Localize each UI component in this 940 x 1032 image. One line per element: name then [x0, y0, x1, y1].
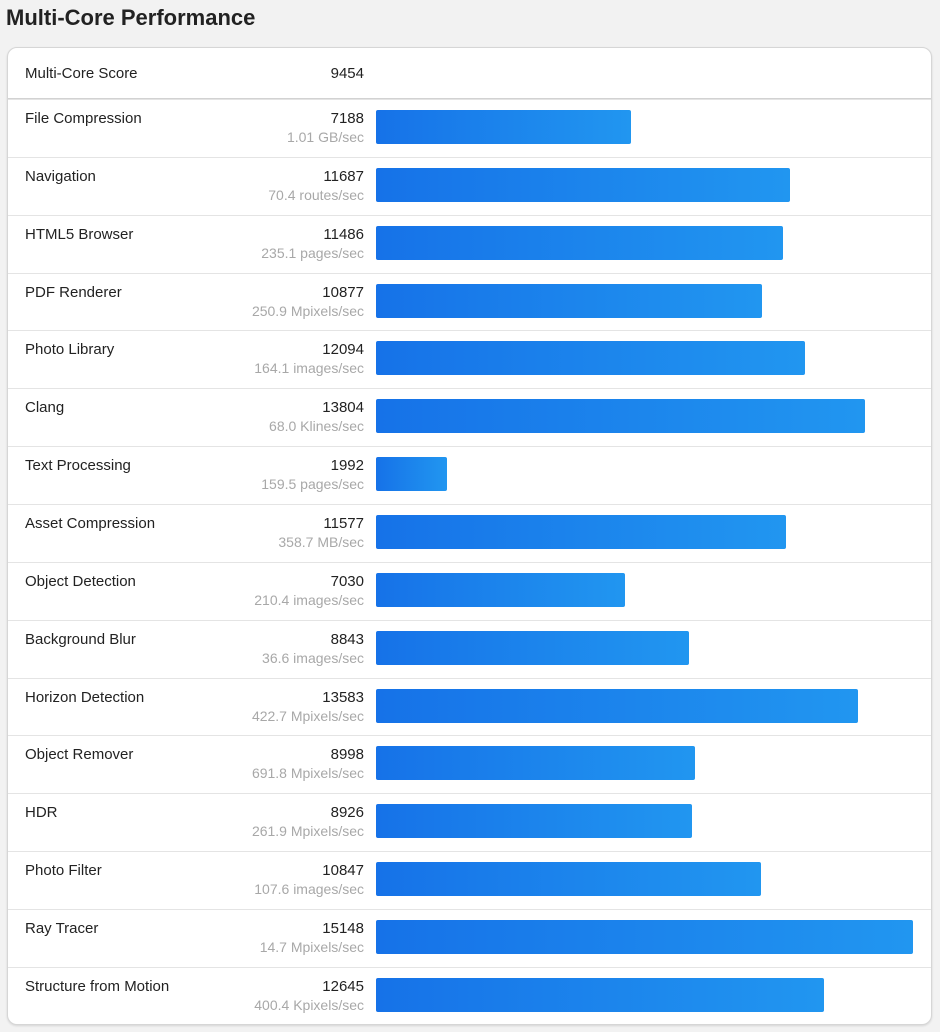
- benchmark-name: Photo Library: [25, 341, 115, 359]
- score-bar: [376, 630, 690, 665]
- benchmark-name: Object Detection: [25, 572, 136, 590]
- benchmark-row: File Compression 7188 1.01 GB/sec: [8, 99, 931, 157]
- benchmark-row: Horizon Detection 13583 422.7 Mpixels/sec: [8, 677, 931, 736]
- results-card: Multi-Core Score 9454 File Compression 71…: [7, 47, 932, 1025]
- score-bar: [376, 688, 858, 723]
- benchmark-rate: 164.1 images/sec: [254, 360, 364, 377]
- benchmark-score: 8843: [330, 630, 364, 648]
- score-bar: [376, 862, 761, 897]
- benchmark-score: 7188: [330, 110, 364, 127]
- benchmark-rate: 261.9 Mpixels/sec: [251, 823, 364, 840]
- score-bar: [376, 167, 791, 202]
- score-bar: [376, 399, 866, 434]
- benchmark-row: HTML5 Browser 11486 235.1 pages/sec: [8, 214, 931, 273]
- page-title: Multi-Core Performance: [6, 5, 256, 30]
- benchmark-score: 12094: [322, 341, 364, 359]
- benchmark-name: Text Processing: [25, 457, 131, 475]
- benchmark-rate: 107.6 images/sec: [254, 881, 364, 898]
- benchmark-row: Ray Tracer 15148 14.7 Mpixels/sec: [8, 908, 931, 967]
- benchmark-name: Background Blur: [25, 630, 136, 648]
- score-bar: [376, 977, 825, 1012]
- benchmark-row: HDR 8926 261.9 Mpixels/sec: [8, 793, 931, 851]
- benchmark-row: Structure from Motion 12645 400.4 Kpixels/…: [8, 966, 931, 1024]
- benchmark-name: Asset Compression: [25, 514, 156, 532]
- benchmark-score: 10847: [322, 862, 364, 880]
- benchmark-row: Clang 13804 68.0 Klines/sec: [8, 388, 931, 446]
- score-bar: [376, 919, 913, 954]
- benchmark-score: 8926: [330, 804, 364, 822]
- benchmark-row: Text Processing 1992 159.5 pages/sec: [8, 446, 931, 504]
- benchmark-name: PDF Renderer: [25, 283, 122, 301]
- benchmark-row: Photo Library 12094 164.1 images/sec: [8, 330, 931, 388]
- benchmark-score: 11486: [323, 225, 364, 243]
- benchmark-score: 10877: [322, 283, 364, 301]
- benchmark-name: Photo Filter: [25, 862, 102, 880]
- benchmark-score: 12645: [322, 977, 364, 995]
- score-bar: [376, 457, 447, 492]
- summary-label: Multi-Core Score: [25, 65, 138, 82]
- summary-score: 9454: [330, 65, 364, 82]
- benchmark-rate: 250.9 Mpixels/sec: [251, 302, 364, 319]
- benchmark-rate: 358.7 MB/sec: [278, 533, 364, 550]
- benchmark-rate: 159.5 pages/sec: [261, 476, 364, 493]
- benchmark-name: File Compression: [25, 110, 142, 127]
- score-bar: [376, 514, 787, 549]
- benchmark-score: 7030: [330, 572, 364, 590]
- score-bar: [376, 341, 805, 376]
- benchmark-rate: 210.4 images/sec: [254, 591, 364, 608]
- benchmark-rate: 235.1 pages/sec: [261, 244, 364, 261]
- benchmark-score: 8998: [330, 746, 364, 764]
- benchmark-row: Photo Filter 10847 107.6 images/sec: [8, 851, 931, 909]
- benchmark-rate: 36.6 images/sec: [262, 649, 364, 666]
- benchmark-name: Structure from Motion: [25, 977, 170, 995]
- benchmark-score: 11577: [323, 514, 364, 532]
- benchmark-row: PDF Renderer 10877 250.9 Mpixels/sec: [8, 272, 931, 331]
- benchmark-rate: 691.8 Mpixels/sec: [251, 765, 364, 782]
- benchmark-name: Horizon Detection: [25, 688, 145, 706]
- benchmark-name: Navigation: [25, 167, 96, 185]
- summary-row: Multi-Core Score 9454: [8, 48, 931, 99]
- benchmark-row: Object Detection 7030 210.4 images/sec: [8, 561, 931, 620]
- score-bar: [376, 572, 626, 607]
- score-bar: [376, 225, 784, 260]
- benchmark-row: Asset Compression 11577 358.7 MB/sec: [8, 503, 931, 562]
- benchmark-rate: 70.4 routes/sec: [268, 186, 364, 203]
- benchmark-name: Clang: [25, 399, 65, 417]
- benchmark-name: HDR: [25, 804, 58, 822]
- benchmark-score: 11687: [323, 167, 364, 185]
- benchmark-rate: 68.0 Klines/sec: [269, 418, 364, 435]
- score-bar: [376, 110, 631, 144]
- benchmark-name: Object Remover: [25, 746, 134, 764]
- benchmark-rate: 14.7 Mpixels/sec: [259, 938, 364, 955]
- benchmark-score: 15148: [322, 919, 364, 937]
- score-bar: [376, 746, 695, 781]
- benchmark-score: 13804: [322, 399, 364, 417]
- benchmark-name: HTML5 Browser: [25, 225, 134, 243]
- score-bar: [376, 283, 762, 318]
- benchmark-score: 13583: [322, 688, 364, 706]
- benchmark-score: 1992: [330, 457, 364, 475]
- benchmark-row: Background Blur 8843 36.6 images/sec: [8, 619, 931, 678]
- benchmark-row: Object Remover 8998 691.8 Mpixels/sec: [8, 735, 931, 793]
- benchmark-row: Navigation 11687 70.4 routes/sec: [8, 156, 931, 215]
- benchmark-name: Ray Tracer: [25, 919, 99, 937]
- benchmark-rate: 400.4 Kpixels/sec: [254, 996, 364, 1013]
- benchmark-rate: 422.7 Mpixels/sec: [251, 707, 364, 724]
- score-bar: [376, 804, 693, 839]
- benchmark-rate: 1.01 GB/sec: [286, 129, 364, 145]
